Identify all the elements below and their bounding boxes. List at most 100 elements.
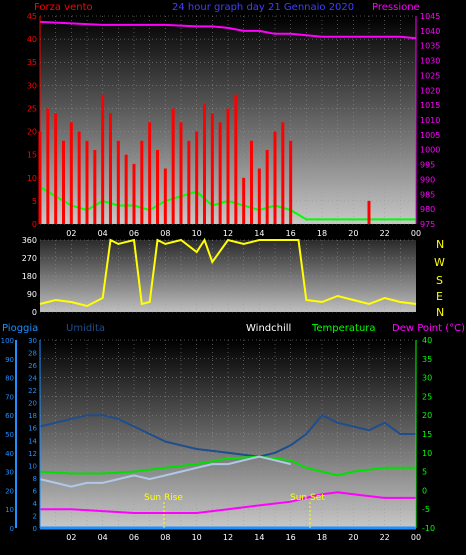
- x-tick-label: 04: [98, 229, 108, 238]
- rain-tick-label: 40: [5, 450, 14, 458]
- sun-set-label: Sun Set: [290, 493, 325, 503]
- x-tick-label: 18: [317, 229, 327, 238]
- wind-direction-legend: N W S E N: [434, 238, 445, 319]
- temp-tick-label: 40: [422, 336, 432, 345]
- humidity-tick-label: 26: [28, 362, 37, 370]
- y-right-tick-label: 975: [420, 220, 435, 229]
- temp-tick-label: -5: [422, 505, 430, 514]
- humidity-tick-label: 28: [28, 350, 37, 358]
- y-left-tick-label: 20: [27, 128, 37, 137]
- x-tick-label: 14: [254, 533, 264, 542]
- y-right-tick-label: 1035: [420, 42, 440, 51]
- rain-tick-label: 70: [5, 393, 14, 401]
- humidity-tick-label: 2: [33, 512, 37, 520]
- y-right-tick-label: 980: [420, 205, 435, 214]
- temp-tick-label: 5: [422, 468, 427, 477]
- humidity-tick-label: 20: [28, 400, 37, 408]
- humidity-tick-label: 8: [33, 475, 37, 483]
- x-tick-label: 10: [192, 533, 202, 542]
- rain-tick-label: 90: [5, 356, 14, 364]
- axes-labels: 0510152025303540459759809859909951000100…: [1, 12, 441, 542]
- y-right-tick-label: 1010: [420, 116, 440, 125]
- x-tick-label: 20: [348, 229, 358, 238]
- y-left-tick-label: 30: [27, 81, 37, 90]
- humidity-tick-label: 18: [28, 412, 37, 420]
- y-right-tick-label: 995: [420, 161, 435, 170]
- dir-tick-label: 90: [27, 290, 37, 299]
- line-pressure: [39, 20, 417, 40]
- temp-tick-label: 20: [422, 411, 432, 420]
- windchill-legend: Windchill: [246, 323, 291, 334]
- dir-label-w: W: [434, 256, 445, 269]
- y-right-tick-label: 1025: [420, 71, 440, 80]
- x-tick-label: 12: [223, 533, 233, 542]
- x-tick-label: 06: [129, 229, 139, 238]
- humidity-tick-label: 24: [28, 375, 37, 383]
- x-tick-label: 16: [286, 533, 296, 542]
- temp-tick-label: 30: [422, 374, 432, 383]
- dewpoint-legend: Dew Point (°C): [392, 323, 465, 334]
- x-tick-label: 22: [380, 229, 390, 238]
- dir-label-n-top: N: [436, 238, 444, 251]
- dir-tick-label: 360: [22, 236, 37, 245]
- humidity-tick-label: 16: [28, 425, 37, 433]
- chart-title: 24 hour graph day 21 Gennaio 2020: [172, 2, 354, 13]
- temp-tick-label: -10: [422, 524, 435, 533]
- rain-tick-label: 20: [5, 487, 14, 495]
- humidity-tick-label: 12: [28, 450, 37, 458]
- x-tick-label: 02: [66, 229, 76, 238]
- rain-tick-label: 30: [5, 469, 14, 477]
- rain-tick-label: 100: [1, 337, 14, 345]
- temp-tick-label: 10: [422, 449, 432, 458]
- y-left-tick-label: 15: [27, 151, 37, 160]
- x-tick-label: 20: [348, 533, 358, 542]
- y-right-tick-label: 985: [420, 190, 435, 199]
- dir-tick-label: 180: [22, 272, 37, 281]
- dir-label-s: S: [436, 274, 443, 287]
- y-left-tick-label: 40: [27, 35, 37, 44]
- x-tick-label: 16: [286, 229, 296, 238]
- y-left-tick-label: 0: [32, 220, 37, 229]
- x-tick-label: 00: [411, 533, 421, 542]
- y-left-tick-label: 5: [32, 197, 37, 206]
- rain-tick-label: 50: [5, 431, 14, 439]
- y-left-tick-label: 25: [27, 104, 37, 113]
- y-right-tick-label: 990: [420, 175, 435, 184]
- y-left-tick-label: 10: [27, 174, 37, 183]
- x-tick-label: 08: [160, 533, 170, 542]
- y-right-tick-label: 1040: [420, 27, 440, 36]
- rain-axis-title: Pioggia: [2, 323, 38, 334]
- x-tick-label: 08: [160, 229, 170, 238]
- y-left-tick-label: 35: [27, 58, 37, 67]
- series-wind-direction: [39, 237, 417, 308]
- humidity-tick-label: 6: [33, 487, 38, 495]
- sun-rise-label: Sun Rise: [144, 493, 183, 503]
- humidity-tick-label: 0: [33, 525, 37, 533]
- line-windchill: [39, 455, 291, 488]
- y-right-tick-label: 1000: [420, 146, 440, 155]
- humidity-tick-label: 14: [28, 437, 37, 445]
- humidity-tick-label: 10: [28, 462, 37, 470]
- dir-tick-label: 270: [22, 254, 37, 263]
- x-tick-label: 14: [254, 229, 264, 238]
- humidity-tick-label: 30: [28, 337, 37, 345]
- dir-label-e: E: [436, 290, 443, 303]
- x-tick-label: 10: [192, 229, 202, 238]
- rain-tick-label: 10: [5, 506, 14, 514]
- temp-tick-label: 0: [422, 486, 427, 495]
- dir-label-n-bottom: N: [436, 306, 444, 319]
- x-tick-label: 12: [223, 229, 233, 238]
- temp-tick-label: 25: [422, 392, 432, 401]
- wind-axis-title: Forza vento: [34, 2, 93, 13]
- rain-tick-label: 80: [5, 375, 14, 383]
- line-dewpoint: [40, 491, 416, 514]
- humidity-axis-title: Umidita: [66, 323, 105, 334]
- x-tick-label: 04: [98, 533, 108, 542]
- humidity-tick-label: 4: [33, 500, 38, 508]
- y-right-tick-label: 1045: [420, 12, 440, 21]
- x-tick-label: 22: [380, 533, 390, 542]
- rain-tick-label: 60: [5, 412, 14, 420]
- pressure-axis-title: Pressione: [372, 2, 420, 13]
- humidity-tick-label: 22: [28, 387, 37, 395]
